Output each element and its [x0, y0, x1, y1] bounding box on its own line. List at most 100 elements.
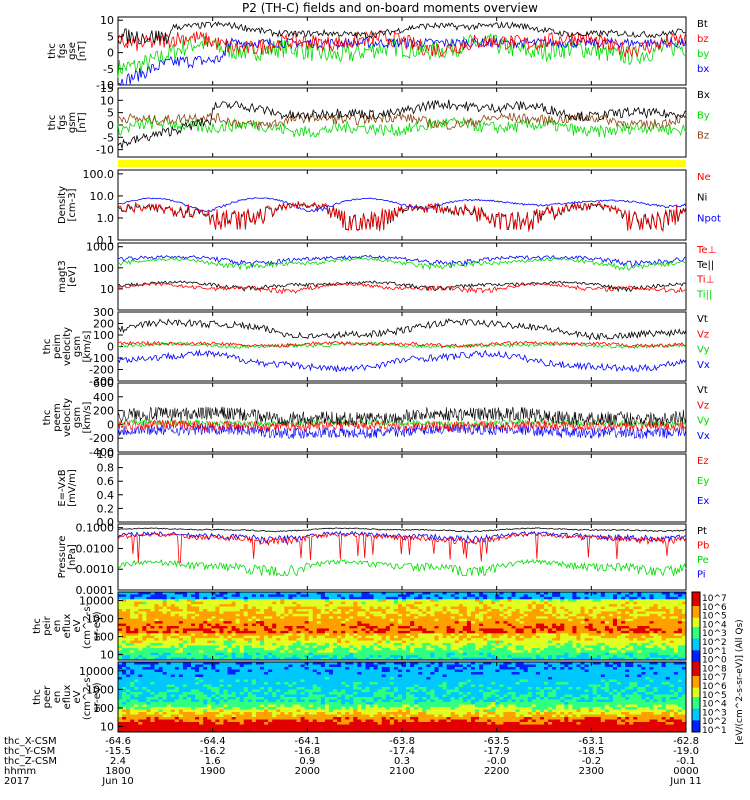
spectrogram-cell	[483, 647, 488, 651]
spectrogram-cell	[519, 650, 525, 654]
spectrogram-cell	[170, 692, 176, 695]
spectrogram-cell	[657, 613, 663, 617]
spectrogram-cell	[621, 599, 626, 603]
spectrogram-cell	[641, 635, 646, 639]
spectrogram-cell	[677, 618, 683, 622]
spectrogram-cell	[381, 647, 387, 651]
spectrogram-cell	[377, 645, 383, 649]
spectrogram-cell	[227, 724, 232, 728]
spectrogram-cell	[568, 616, 573, 620]
spectrogram-cell	[207, 626, 212, 629]
spectrogram-cell	[243, 623, 249, 627]
spectrogram-cell	[337, 618, 342, 622]
spectrogram-cell	[406, 645, 411, 649]
spectrogram-cell	[617, 606, 622, 610]
spectrogram-cell	[406, 643, 411, 646]
spectrogram-cell	[535, 611, 541, 615]
spectrogram-cell	[345, 633, 350, 637]
spectrogram-cell	[495, 623, 500, 627]
spectrogram-cell	[280, 630, 285, 634]
spectrogram-cell	[556, 652, 561, 656]
spectrogram-cell	[414, 633, 419, 637]
spectrogram-cell	[503, 630, 508, 634]
spectrogram-cell	[345, 650, 350, 654]
spectrogram-cell	[422, 623, 427, 627]
spectrogram-cell	[300, 618, 306, 622]
spectrogram-cell	[186, 592, 192, 595]
spectrogram-cell	[349, 640, 354, 644]
spectrogram-cell	[154, 635, 159, 639]
spectrogram-cell	[576, 623, 581, 627]
spectrogram-cell	[592, 628, 598, 632]
spectrogram-cell	[243, 609, 249, 612]
spectrogram-cell	[203, 621, 208, 624]
spectrogram-cell	[531, 616, 537, 620]
spectrogram-cell	[349, 645, 354, 649]
spectrogram-cell	[645, 630, 650, 634]
spectrogram-cell	[397, 652, 403, 656]
spectrogram-cell	[617, 647, 622, 651]
spectrogram-cell	[211, 606, 216, 610]
spectrogram-cell	[426, 657, 431, 661]
spectrogram-cell	[499, 652, 504, 656]
spectrogram-cell	[276, 652, 281, 656]
spectrogram-cell	[178, 702, 184, 705]
spectrogram-cell	[130, 712, 135, 715]
spectrogram-cell	[280, 616, 285, 620]
spectrogram-cell	[369, 623, 374, 627]
spectrogram-cell	[308, 655, 314, 658]
spectrogram-cell	[369, 596, 374, 600]
spectrogram-cell	[673, 640, 679, 644]
spectrogram-cell	[150, 596, 155, 600]
spectrogram-cell	[130, 630, 135, 634]
spectrogram-cell	[507, 638, 512, 641]
spectrogram-cell	[608, 616, 614, 620]
spectrogram-cell	[608, 650, 614, 654]
spectrogram-cell	[669, 647, 675, 651]
spectrogram-cell	[239, 594, 245, 598]
spectrogram-cell	[410, 604, 415, 607]
spectrogram-cell	[235, 628, 241, 632]
spectrogram-cell	[657, 609, 663, 612]
spectrogram-cell	[426, 616, 431, 620]
spectrogram-cell	[641, 592, 646, 595]
spectrogram-cell	[162, 657, 168, 661]
spectrogram-cell	[158, 630, 164, 634]
spectrogram-cell	[450, 599, 456, 603]
spectrogram-cell	[470, 640, 476, 644]
spectrogram-cell	[223, 717, 228, 720]
spectrogram-cell	[345, 623, 350, 627]
spectrogram-cell	[174, 628, 180, 632]
spectrogram-cell	[227, 628, 232, 632]
spectrogram-cell	[138, 592, 143, 595]
spectrogram-cell	[677, 623, 683, 627]
spectrogram-cell	[653, 626, 658, 629]
spectrogram-cell	[454, 611, 460, 615]
spectrogram-cell	[268, 633, 273, 637]
panel-frame-1	[117, 87, 687, 158]
spectrogram-cell	[138, 677, 143, 680]
spectrogram-cell	[511, 630, 516, 634]
spectrogram-cell	[393, 635, 399, 639]
spectrogram-cell	[223, 679, 228, 683]
spectrogram-cell	[458, 601, 464, 605]
spectrogram-cell	[470, 599, 476, 603]
spectrogram-cell	[199, 667, 204, 670]
spectrogram-cell	[580, 630, 585, 634]
spectrogram-cell	[499, 594, 504, 598]
spectrogram-cell	[292, 592, 297, 595]
spectrogram-cell	[223, 596, 228, 600]
spectrogram-cell	[142, 650, 147, 654]
spectrogram-cell	[487, 647, 492, 651]
spectrogram-cell	[166, 674, 172, 678]
spectrogram-cell	[531, 628, 537, 632]
spectrogram-cell	[227, 633, 232, 637]
spectrogram-cell	[162, 613, 168, 617]
spectrogram-cell	[430, 645, 435, 649]
spectrogram-cell	[381, 606, 387, 610]
spectrogram-cell	[146, 682, 151, 685]
spectrogram-cell	[122, 679, 127, 683]
spectrogram-cell	[122, 601, 127, 605]
spectrogram-cell	[556, 599, 561, 603]
spectrogram-cell	[673, 635, 679, 639]
